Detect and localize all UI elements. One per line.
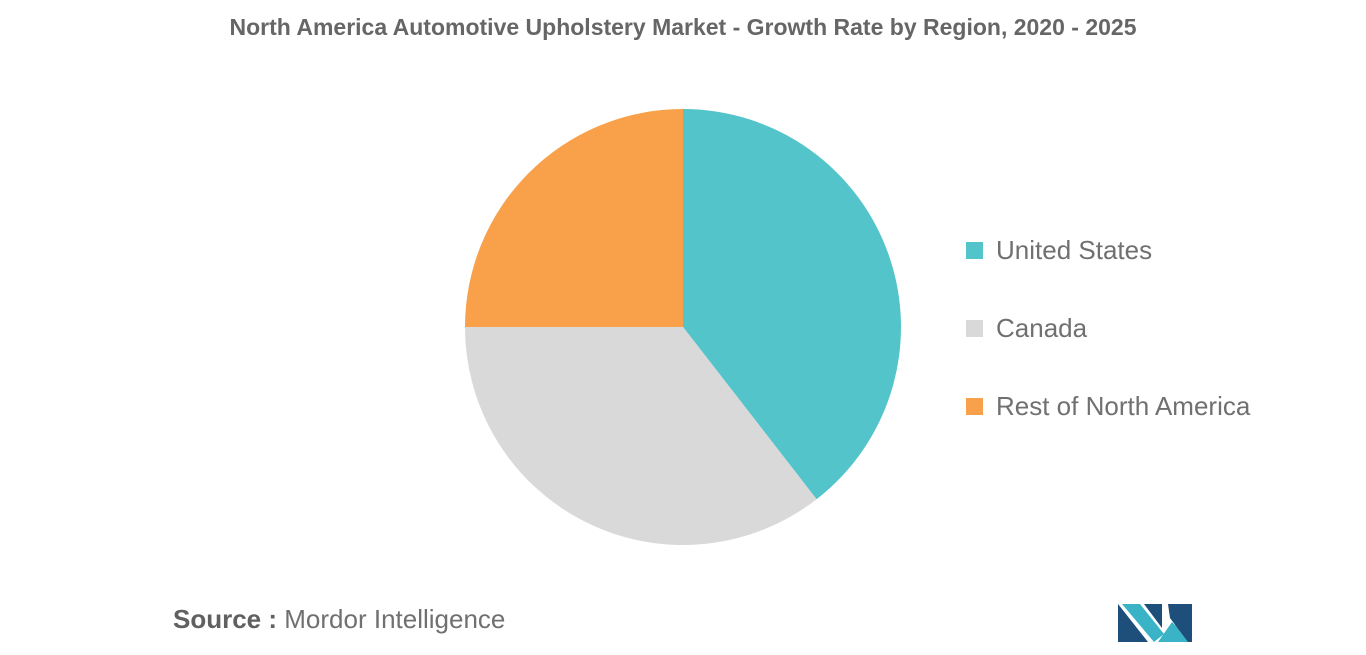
source-note: Source : Mordor Intelligence: [173, 604, 505, 635]
legend-item: Canada: [966, 308, 1250, 348]
source-name: Mordor Intelligence: [284, 604, 506, 634]
legend-item: United States: [966, 230, 1250, 270]
legend-item: Rest of North America: [966, 386, 1250, 426]
legend-swatch: [966, 397, 983, 415]
legend-swatch: [966, 241, 983, 259]
pie-slice-rest-of-north-america: [465, 109, 683, 327]
source-prefix: Source :: [173, 604, 278, 634]
chart-legend: United States Canada Rest of North America: [966, 230, 1250, 464]
legend-swatch: [966, 319, 983, 337]
chart-title: North America Automotive Upholstery Mark…: [229, 14, 1137, 40]
pie-slice-united-states: [683, 109, 901, 500]
legend-label: Canada: [996, 312, 1088, 343]
legend-label: United States: [996, 234, 1153, 265]
pie-slice-canada: [465, 327, 817, 545]
mordor-intelligence-logo-icon: [1118, 604, 1192, 642]
legend-label: Rest of North America: [996, 390, 1251, 421]
